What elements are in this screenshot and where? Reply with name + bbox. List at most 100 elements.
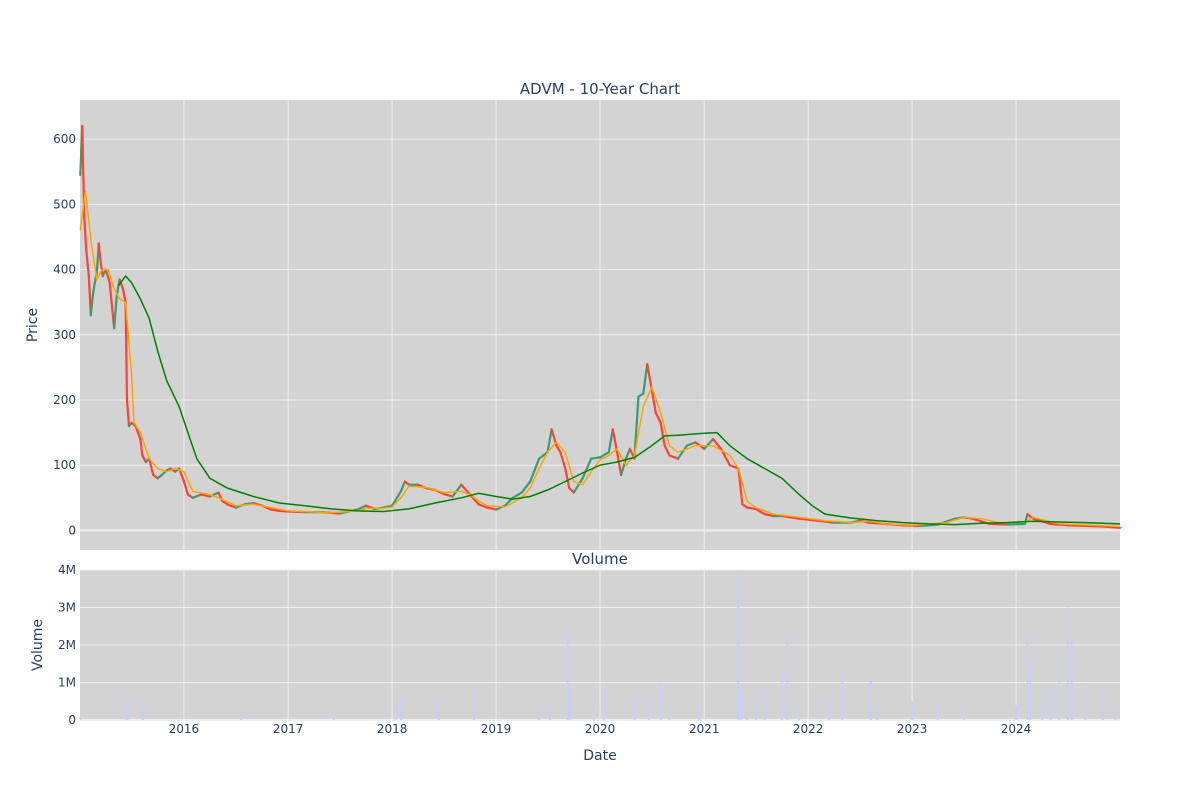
price-candle (646, 363, 653, 392)
x-tick-label: 2023 (897, 722, 928, 736)
price-y-tick-label: 0 (68, 523, 76, 537)
volume-bar (1015, 705, 1017, 720)
price-candle (118, 278, 125, 291)
price-candle (581, 457, 593, 480)
volume-bar (240, 712, 242, 720)
price-candle (611, 428, 619, 454)
volume-bar (1114, 708, 1117, 721)
price-candle (676, 444, 688, 460)
price-y-ticks: 0 100 200 300 400 500 600 (53, 132, 76, 537)
volume-y-tick-label: 1M (58, 676, 76, 690)
volume-bar (592, 708, 595, 721)
price-y-tick-label: 200 (53, 393, 76, 407)
volume-grid (80, 569, 1120, 721)
price-candle (91, 281, 96, 297)
price-candle (529, 457, 541, 483)
price-candle (1101, 525, 1122, 529)
price-y-tick-label: 500 (53, 197, 76, 211)
price-candle (559, 451, 567, 470)
price-candle (754, 507, 766, 516)
price-candle (124, 301, 129, 402)
price-candle (711, 438, 723, 451)
price-y-tick-label: 600 (53, 132, 76, 146)
price-candle (619, 457, 628, 477)
price-candle (89, 294, 94, 317)
volume-bar (1084, 682, 1087, 720)
volume-bar (911, 701, 913, 721)
price-candle (668, 454, 680, 460)
price-candle (104, 268, 111, 284)
price-candle (243, 501, 255, 506)
price-candle (83, 216, 88, 252)
price-candle (269, 508, 281, 512)
volume-bar (828, 697, 830, 720)
price-candle (134, 424, 142, 441)
price-candle (650, 389, 657, 415)
volume-bar (438, 697, 440, 720)
volume-bar (1102, 686, 1104, 721)
volume-bars (79, 573, 1117, 721)
volume-chart-title: Volume (572, 550, 628, 568)
x-tick-label: 2016 (169, 722, 200, 736)
moving-average-long-line (117, 274, 1121, 526)
price-candle (148, 457, 155, 477)
x-tick-label: 2017 (273, 722, 304, 736)
price-candle (356, 504, 368, 511)
price-candle (685, 441, 697, 447)
x-tick-label: 2022 (793, 722, 824, 736)
price-candle (108, 281, 116, 330)
price-candle (1084, 524, 1105, 528)
price-candle (1006, 522, 1026, 526)
price-candle (460, 483, 471, 496)
x-tick-label: 2018 (377, 722, 408, 736)
price-candle (85, 248, 90, 278)
volume-bar (781, 675, 783, 720)
price-candle (659, 421, 666, 447)
price-candle (642, 363, 649, 395)
price-y-tick-label: 100 (53, 458, 76, 472)
price-y-tick-label: 300 (53, 328, 76, 342)
volume-bar (1067, 607, 1069, 720)
price-candle (780, 514, 792, 519)
volume-bar (549, 701, 551, 721)
volume-bar (473, 690, 475, 720)
volume-bar (1041, 693, 1043, 721)
price-candle (451, 483, 463, 498)
price-candle (486, 506, 498, 511)
price-candle (572, 477, 584, 494)
price-chart-title: ADVM - 10-Year Chart (520, 80, 680, 98)
volume-bar (1026, 630, 1029, 720)
x-tick-label: 2019 (481, 722, 512, 736)
price-y-tick-label: 400 (53, 263, 76, 277)
volume-bar (567, 626, 569, 721)
volume-bar (746, 701, 748, 721)
volume-bar (668, 697, 671, 720)
volume-bar (841, 675, 844, 720)
volume-bar (698, 705, 701, 720)
volume-axis-title: Volume (30, 619, 46, 671)
volume-bar (127, 708, 129, 721)
volume-bar (142, 697, 144, 720)
price-candle (139, 438, 144, 457)
price-candle (226, 503, 237, 509)
volume-bar (763, 686, 766, 721)
price-candle (121, 288, 127, 304)
price-candle (115, 278, 121, 297)
price-candle (511, 491, 523, 499)
price-moving-averages (79, 191, 1121, 528)
price-candle (663, 444, 671, 457)
x-axis-title: Date (583, 748, 616, 764)
volume-bar (936, 705, 939, 720)
price-candles (79, 124, 1122, 529)
price-candle (703, 438, 715, 451)
volume-bar (659, 682, 662, 720)
price-candle (815, 519, 835, 524)
volume-bar (962, 708, 965, 721)
volume-bar (1071, 641, 1073, 721)
volume-bar (755, 697, 757, 720)
price-candle (988, 522, 1009, 526)
price-candle (182, 480, 190, 496)
price-candle (624, 447, 632, 460)
x-tick-label: 2021 (689, 722, 720, 736)
